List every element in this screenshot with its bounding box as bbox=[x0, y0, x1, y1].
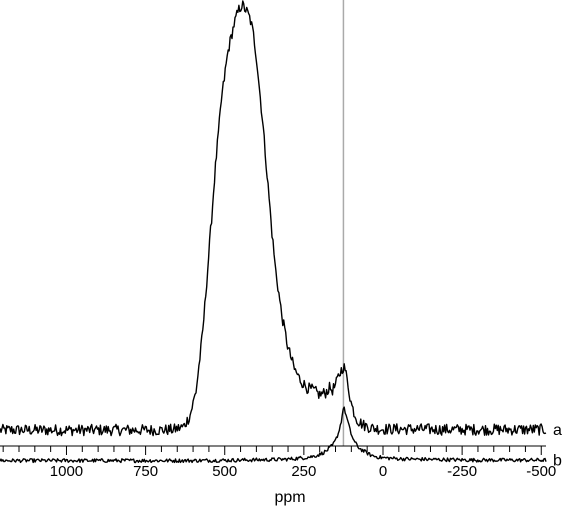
spectrum-trace-a bbox=[0, 0, 547, 437]
x-tick-label: -250 bbox=[447, 463, 477, 480]
x-axis-title: ppm bbox=[274, 489, 305, 506]
spectrum-trace-b bbox=[0, 406, 547, 464]
spectra-layer: ab bbox=[0, 0, 562, 470]
x-tick-label: 0 bbox=[379, 463, 387, 480]
x-tick-label: -500 bbox=[526, 463, 556, 480]
trace-label-a: a bbox=[553, 422, 562, 439]
x-tick-label: 500 bbox=[212, 463, 237, 480]
x-axis-ticks: 1000 750 500 250 0 -250 -500 bbox=[2, 446, 556, 480]
x-tick-label: 1000 bbox=[50, 463, 83, 480]
x-tick-label: 250 bbox=[291, 463, 316, 480]
trace-label-b: b bbox=[553, 453, 562, 470]
x-tick-label: 750 bbox=[133, 463, 158, 480]
